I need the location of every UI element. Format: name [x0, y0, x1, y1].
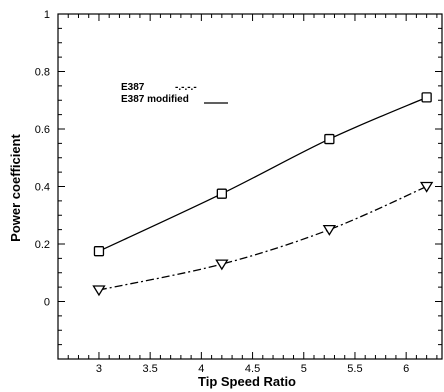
series-line-e387: [98, 185, 427, 291]
triangle-marker: [92, 285, 106, 297]
x-tick-label: 3.5: [143, 363, 158, 375]
y-tick-label: 1: [44, 9, 50, 21]
x-tick-label: 4.5: [245, 363, 260, 375]
x-axis-title: Tip Speed Ratio: [198, 374, 296, 389]
y-tick-label: 0.6: [35, 124, 50, 136]
series-line-e387-modified: [98, 96, 427, 252]
square-marker: [216, 188, 227, 199]
plot-frame: [57, 13, 443, 360]
x-tick-label: 6: [403, 363, 409, 375]
triangle-marker: [419, 181, 434, 193]
series: [92, 92, 434, 297]
square-marker: [421, 92, 432, 103]
triangle-marker: [322, 224, 337, 236]
x-tick-label: 5.5: [347, 363, 362, 375]
ticks: 0 0.2 0.4 0.6 0.8 1 3 3.5 4 4.5 5 5.5 6: [35, 9, 442, 375]
y-tick-label: 0.8: [35, 67, 50, 79]
x-tick-label: 3: [96, 363, 102, 375]
legend-label-e387-modified: E387 modified: [121, 94, 189, 105]
x-tick-label: 4: [198, 363, 204, 375]
y-tick-label: 0.2: [35, 239, 50, 251]
triangle-marker: [215, 259, 229, 271]
legend-sample-e387: -.-.-.-: [175, 82, 197, 93]
x-tick-label: 5: [301, 363, 307, 375]
axes: [57, 13, 443, 360]
legend: E387 -.-.-.- E387 modified: [121, 82, 228, 105]
square-marker: [93, 246, 105, 257]
legend-label-e387: E387: [121, 82, 145, 93]
y-tick-label: 0.4: [35, 182, 50, 194]
square-marker: [324, 133, 335, 145]
y-tick-label: 0: [44, 297, 50, 309]
y-axis-title: Power coefficient: [8, 134, 23, 242]
